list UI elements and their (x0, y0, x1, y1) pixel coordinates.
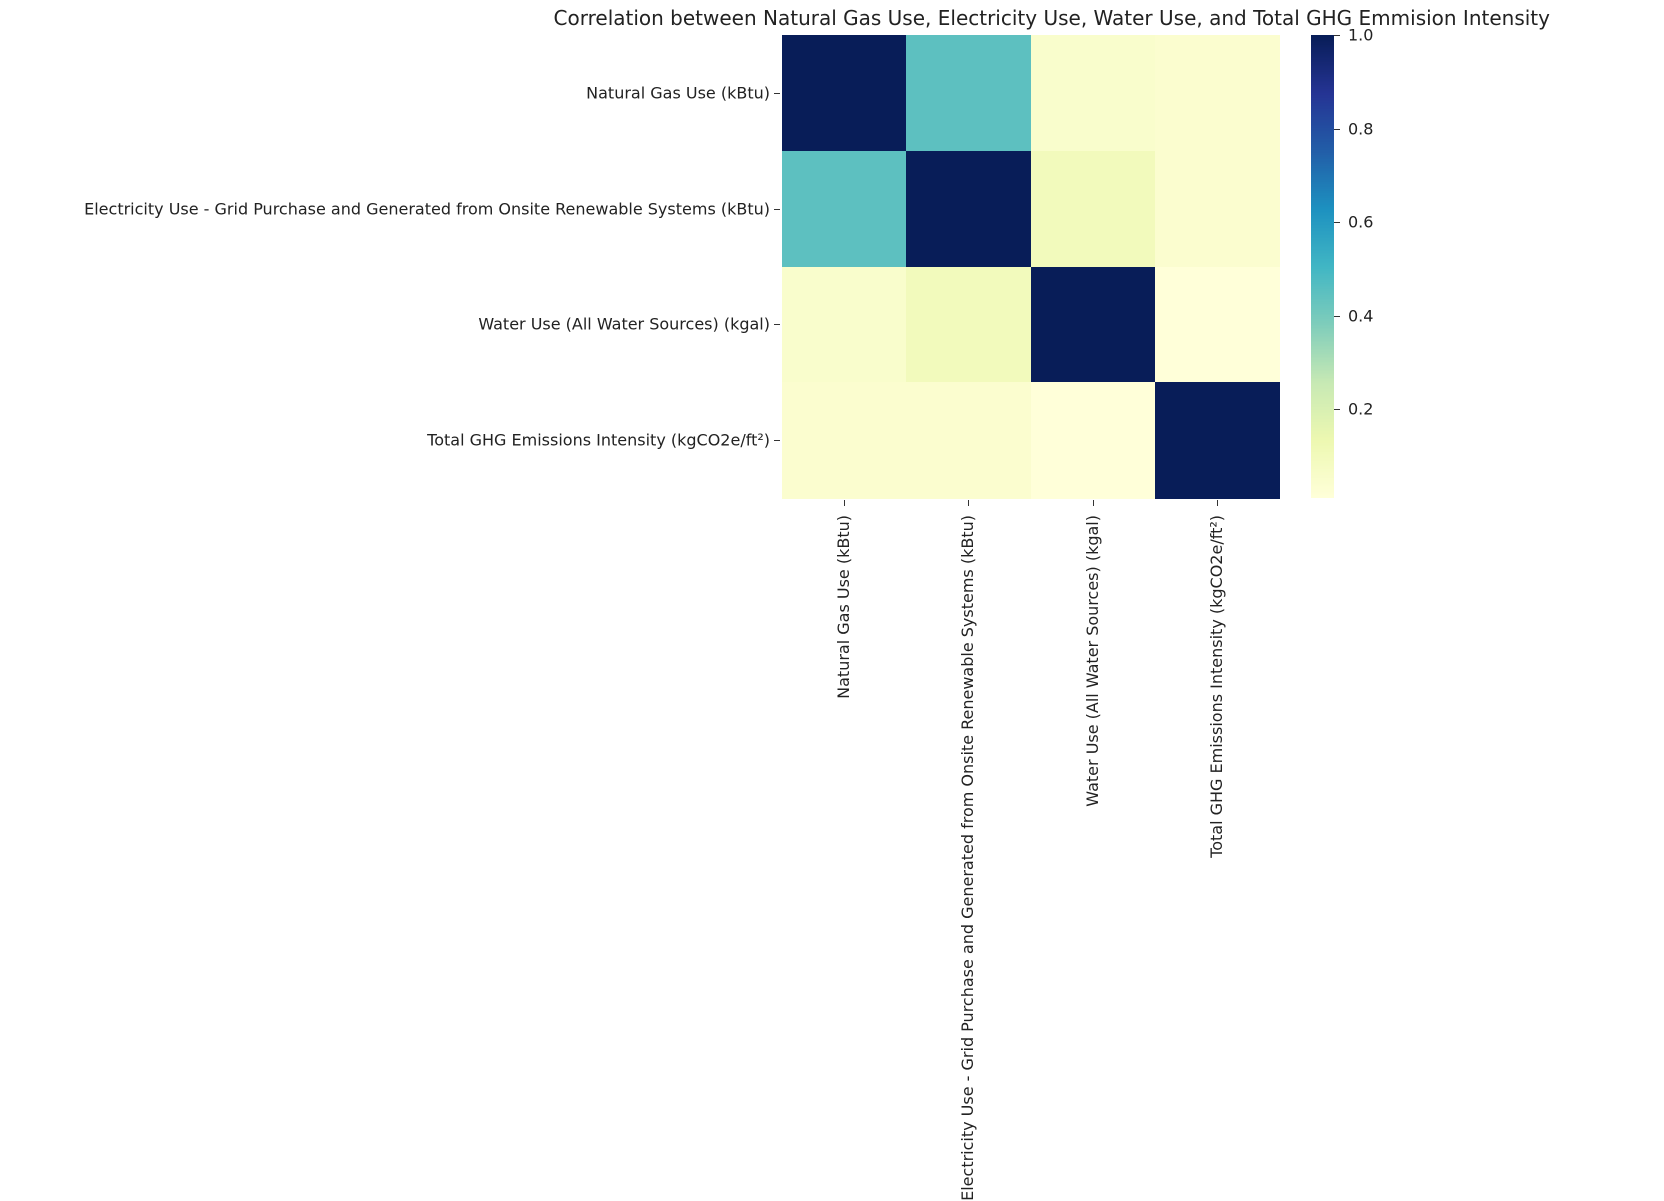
heatmap-cell (1154, 382, 1280, 499)
y-tick (774, 92, 780, 94)
x-tick (844, 500, 846, 506)
y-tick (774, 208, 780, 210)
heatmap-cell (782, 150, 907, 267)
x-tick-label: Water Use (All Water Sources) (kgal) (1082, 515, 1102, 807)
heatmap-cell (1030, 266, 1156, 383)
colorbar-tick-label: 0.6 (1348, 212, 1374, 232)
heatmap-cell (782, 382, 907, 499)
colorbar-tick (1334, 128, 1340, 130)
colorbar-tick (1334, 409, 1340, 411)
x-tick (1092, 500, 1094, 506)
heatmap-cell (782, 266, 907, 383)
y-tick-label: Natural Gas Use (kBtu) (586, 83, 770, 103)
heatmap-cell (906, 382, 1031, 499)
heatmap-cell (1154, 266, 1280, 383)
heatmap-cell (1030, 35, 1156, 152)
heatmap-cell (906, 150, 1031, 267)
heatmap-cell (1154, 150, 1280, 267)
y-tick-label: Water Use (All Water Sources) (kgal) (478, 314, 770, 334)
heatmap-cell (906, 266, 1031, 383)
colorbar-tick-label: 0.2 (1348, 399, 1374, 419)
y-tick (774, 324, 780, 326)
colorbar (1311, 35, 1334, 498)
y-tick (774, 440, 780, 442)
colorbar-tick-label: 0.8 (1348, 119, 1374, 139)
colorbar-tick-label: 0.4 (1348, 306, 1374, 326)
y-tick-label: Electricity Use - Grid Purchase and Gene… (84, 199, 770, 219)
chart-title: Correlation between Natural Gas Use, Ele… (553, 6, 1550, 30)
heatmap-cell (1154, 35, 1280, 152)
heatmap-cell (906, 35, 1031, 152)
x-tick-label: Electricity Use - Grid Purchase and Gene… (958, 515, 978, 1201)
x-tick (968, 500, 970, 506)
x-tick-label: Natural Gas Use (kBtu) (834, 515, 854, 699)
x-tick (1216, 500, 1218, 506)
colorbar-tick-label: 1.0 (1348, 25, 1374, 45)
heatmap-cell (1030, 150, 1156, 267)
heatmap-cell (1030, 382, 1156, 499)
y-tick-label: Total GHG Emissions Intensity (kgCO2e/ft… (427, 430, 770, 450)
colorbar-tick (1334, 35, 1340, 36)
colorbar-tick (1334, 315, 1340, 317)
colorbar-tick (1334, 222, 1340, 224)
x-tick-label: Total GHG Emissions Intensity (kgCO2e/ft… (1206, 515, 1226, 858)
heatmap-cell (782, 35, 907, 152)
